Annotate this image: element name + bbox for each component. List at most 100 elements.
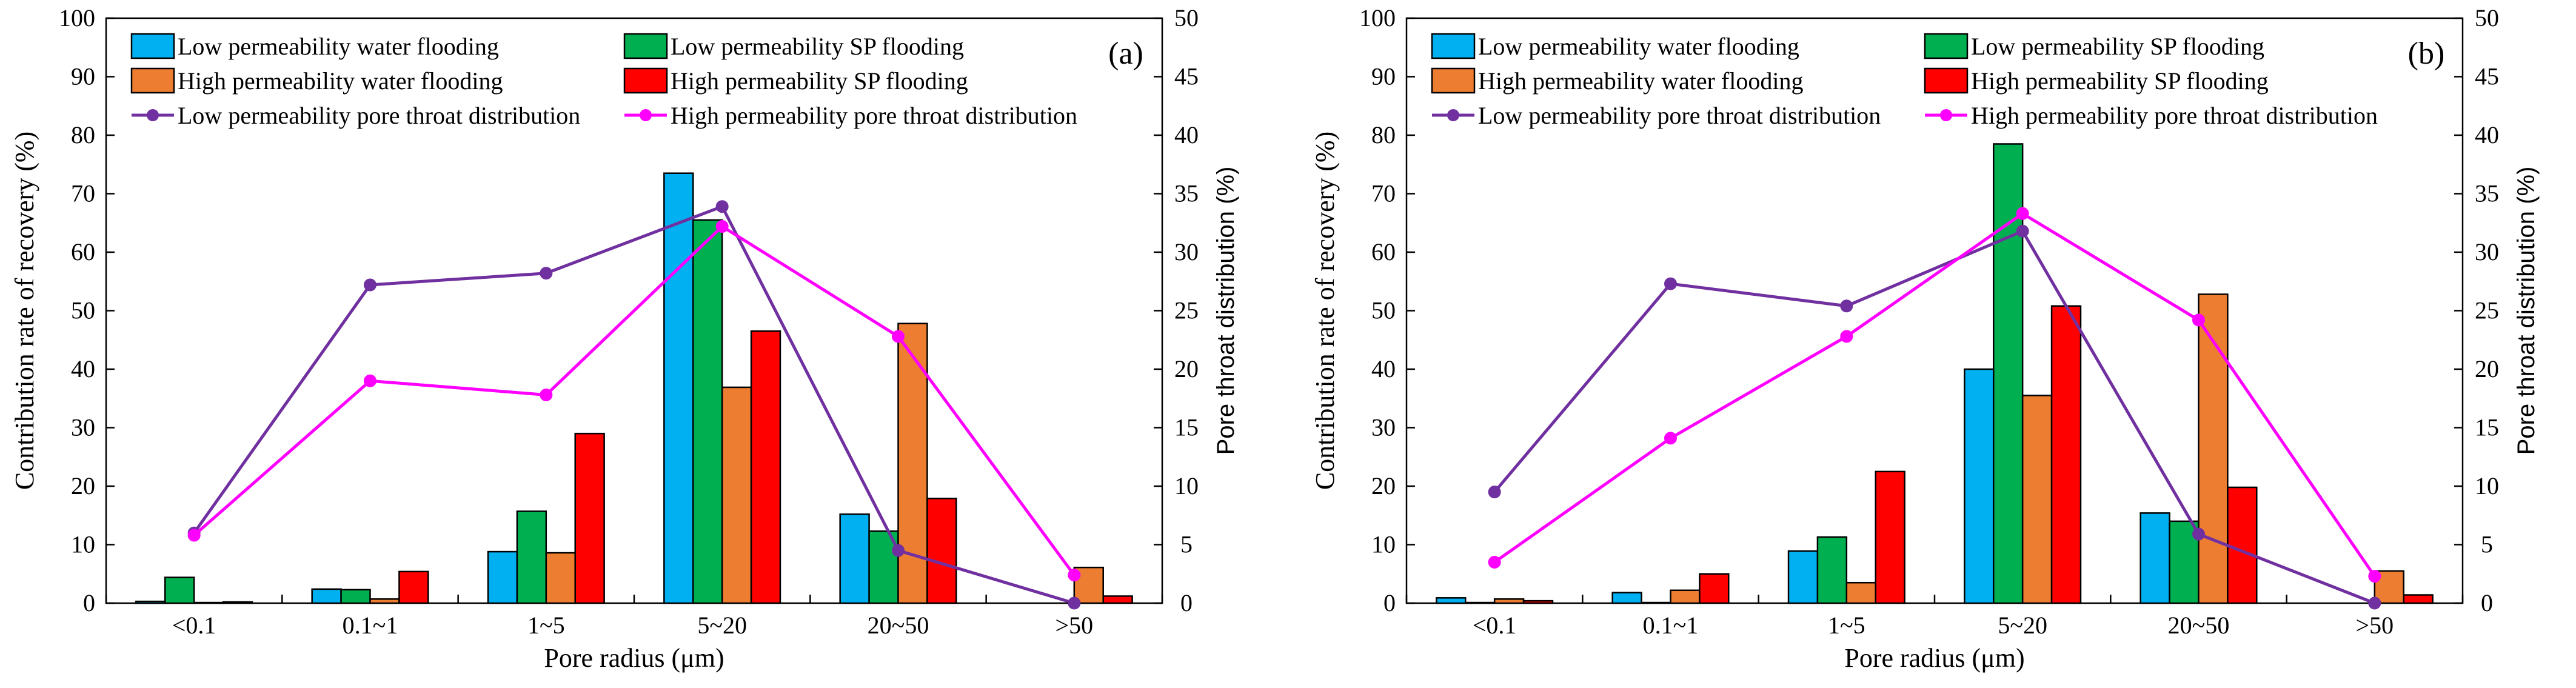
bar [2050,305,2082,604]
legend-label: High permeability pore throat distributi… [671,102,1077,129]
bar [545,552,576,604]
bar [750,330,781,604]
bar [1611,592,1642,604]
y-tick-label: 70 [71,180,95,207]
bar [2403,594,2434,604]
line-point [1488,486,1501,499]
bar [2198,293,2229,604]
y2-tick-label: 45 [1174,63,1199,90]
x-tick-label: 0.1~1 [343,612,398,639]
y-tick-label: 80 [71,121,95,149]
chart-panel-2: 0 10 20 30 40 50 60 70 80 90 100 0 5 10 15 20 25 30 35 40 45… [1310,4,2540,673]
y2-tick-label: 30 [2475,238,2499,266]
bar [2227,486,2258,604]
bar [663,172,694,604]
x-tick-label: <0.1 [1473,612,1517,639]
y-tick-label: 20 [1371,472,1396,499]
y2-tick-label: 25 [2475,297,2499,324]
y2-tick-label: 10 [1174,472,1199,499]
bar [2139,512,2170,604]
series-line [193,204,1075,605]
bar [574,432,605,604]
legend-marker [640,109,652,121]
legend-label: Low permeability water flooding [178,33,499,60]
y-tick-label: 80 [1371,121,1396,149]
bar [1993,143,2024,604]
y2-tick-label: 10 [2475,472,2499,499]
bar [222,601,253,604]
y2-tick-label: 0 [1180,589,1193,616]
y-tick-label: 10 [71,531,95,558]
bar [1493,598,1525,604]
bar [1787,550,1819,604]
bar [340,589,371,604]
bar [1102,595,1133,604]
x-axis-title: Pore radius (μm) [1844,643,2024,673]
x-tick-label: 5~20 [1998,612,2047,639]
bar [135,600,166,604]
bar [2021,395,2053,604]
line-point [2016,207,2029,220]
line-point [892,330,905,343]
y-tick-label: 50 [71,297,95,324]
series-line [1493,212,2376,578]
bar [692,219,723,604]
y2-tick-label: 15 [1174,414,1199,441]
y-tick-label: 0 [1383,589,1396,616]
bar [897,322,928,604]
x-tick-label: 5~20 [697,612,747,639]
panel-label: (b) [2408,36,2445,71]
line-point [2016,224,2029,238]
bar [1964,368,1995,604]
y-tick-label: 60 [1371,238,1396,266]
y2-tick-label: 40 [2475,121,2499,149]
y-tick-label: 100 [59,4,95,32]
bar [487,550,518,604]
legend-swatch [130,33,175,59]
y-tick-label: 50 [1371,297,1396,324]
bar [369,598,400,604]
bar [164,576,195,604]
y-tick-label: 60 [71,238,95,266]
bar [1522,599,1554,604]
y2-tick-label: 50 [2475,4,2499,32]
line-point [1840,299,1853,313]
y-tick-label: 30 [71,414,95,441]
x-tick-label: >50 [1055,612,1094,639]
line-point [2368,570,2381,583]
legend-marker [1940,109,1952,121]
legend-swatch [1924,67,1969,94]
legend-label: High permeability water flooding [178,67,503,95]
legend-label: Low permeability pore throat distributio… [1478,102,1881,129]
y2-tick-label: 5 [1180,531,1193,558]
y-tick-label: 90 [1371,63,1396,90]
y2-axis-title: Pore throat distribution (%) [1213,167,1239,455]
line-point [187,529,201,542]
line-point [1664,277,1677,290]
line-point [1068,569,1081,582]
legend-label: Low permeability water flooding [1478,33,1799,60]
line-point [1664,432,1677,445]
bar [1816,536,1848,604]
bar [926,498,957,604]
y2-tick-label: 35 [2475,180,2499,207]
bar [516,510,547,604]
x-tick-label: >50 [2356,612,2394,639]
y-tick-label: 70 [1371,180,1396,207]
y-axis-title: Contribution rate of recovery (%) [10,132,39,490]
legend-swatch [1924,33,1969,59]
legend-label: High permeability SP flooding [671,67,968,95]
bar [1670,589,1701,604]
bar [398,570,429,604]
y-tick-label: 90 [71,63,95,90]
x-tick-label: 20~50 [2168,612,2230,639]
y2-tick-label: 45 [2475,63,2499,90]
x-tick-label: <0.1 [172,612,216,639]
y-tick-label: 40 [71,355,95,382]
legend-marker [147,109,159,121]
x-tick-label: 1~5 [1828,612,1865,639]
y2-axis-title: Pore throat distribution (%) [2513,167,2540,455]
line-point [540,388,553,401]
y-tick-label: 100 [1359,4,1396,32]
